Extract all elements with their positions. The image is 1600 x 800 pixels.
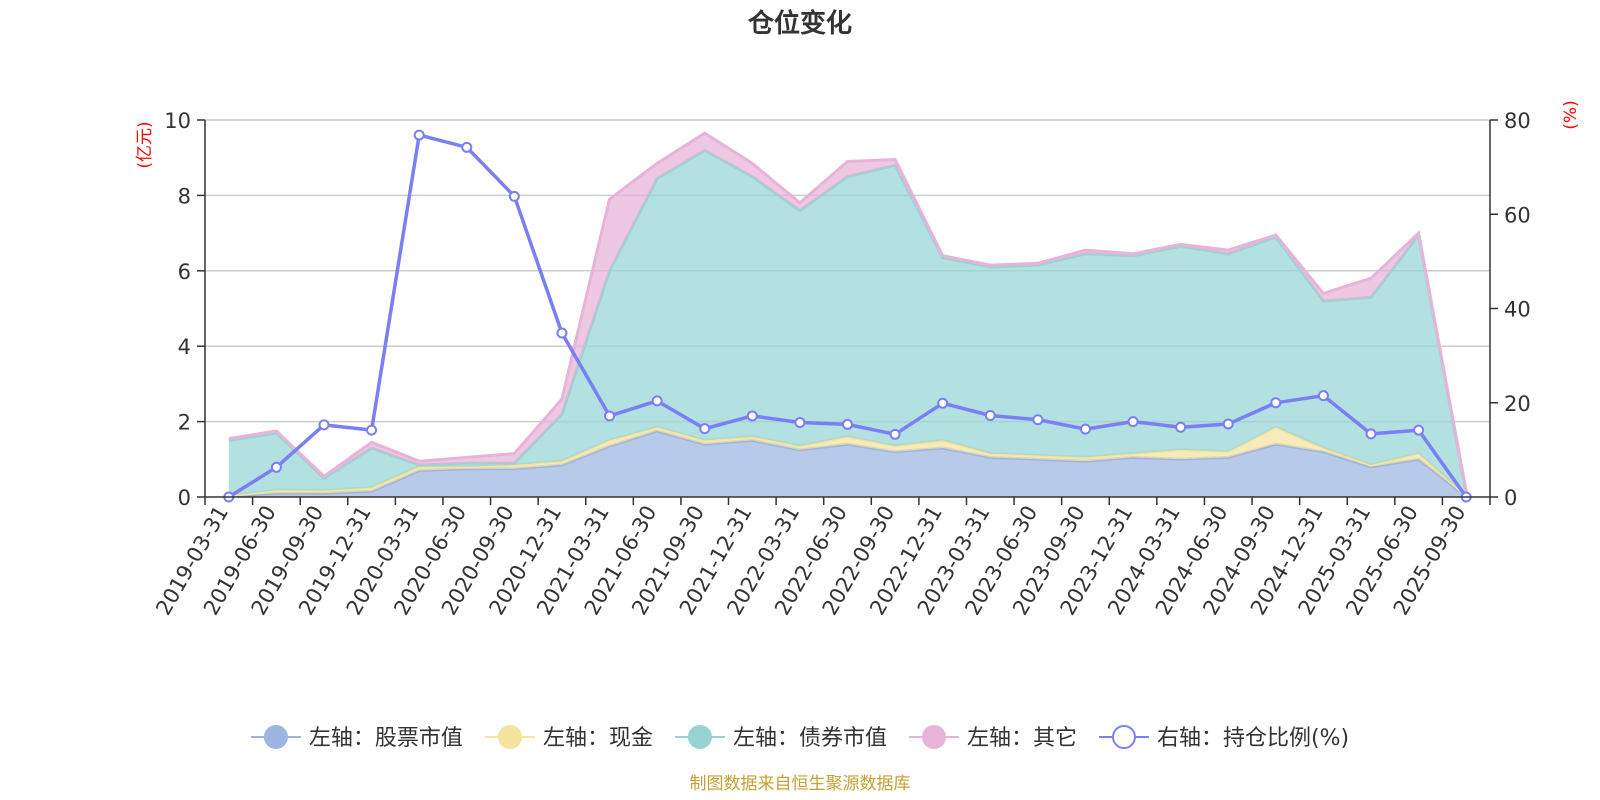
- legend-label: 左轴：现金: [543, 726, 653, 751]
- legend-label: 右轴：持仓比例(%): [1157, 726, 1349, 751]
- area-左轴：股票市值: [228, 431, 1467, 497]
- left-axis-tick-label: 8: [178, 184, 191, 208]
- legend-item: 左轴：股票市值: [250, 725, 463, 751]
- legend-marker: [1111, 725, 1136, 749]
- ratio-point: [1032, 414, 1044, 426]
- area-edge-左轴：其它: [228, 131, 1468, 492]
- legend-item: 左轴：债券市值: [674, 725, 887, 751]
- stacked-areas: [228, 131, 1468, 498]
- ratio-point: [746, 410, 758, 422]
- legend-item: 左轴：其它: [908, 725, 1077, 751]
- ratio-point: [413, 129, 425, 141]
- legend: 左轴：股票市值 左轴：现金 左轴：债券市值 左轴：其它 右轴：持仓比例(%): [250, 725, 1349, 751]
- ratio-point: [270, 461, 282, 473]
- right-axis-tick-label: 60: [1504, 203, 1531, 227]
- ratio-point: [461, 141, 473, 153]
- ratio-point: [794, 417, 806, 429]
- ratio-point: [318, 419, 330, 431]
- legend-item: 右轴：持仓比例(%): [1098, 725, 1349, 751]
- legend-marker: [497, 725, 522, 749]
- ratio-point: [1079, 423, 1091, 435]
- ratio-point: [889, 428, 901, 440]
- ratio-point: [508, 190, 520, 202]
- ratio-point: [1175, 421, 1187, 433]
- ratio-point: [366, 424, 378, 436]
- left-axis-tick-label: 4: [178, 335, 191, 359]
- right-axis-tick-label: 80: [1504, 109, 1531, 133]
- ratio-line: [223, 129, 1472, 503]
- left-axis-unit: (亿元): [135, 121, 155, 168]
- data-source-note: 制图数据来自恒生聚源数据库: [690, 774, 911, 794]
- legend-item: 左轴：现金: [484, 725, 653, 751]
- right-axis-tick-label: 20: [1504, 392, 1531, 416]
- ratio-point: [604, 410, 616, 422]
- legend-label: 左轴：股票市值: [309, 726, 463, 751]
- right-axis-tick-label: 40: [1504, 298, 1531, 322]
- legend-marker: [687, 725, 712, 749]
- legend-label: 左轴：其它: [967, 726, 1077, 751]
- legend-marker: [263, 725, 288, 749]
- chart-title: 仓位变化: [747, 8, 852, 39]
- ratio-point: [556, 327, 568, 339]
- ratio-point: [699, 423, 711, 435]
- left-axis-tick-label: 6: [178, 260, 191, 284]
- ratio-point: [1317, 390, 1329, 402]
- ratio-point: [1222, 418, 1234, 430]
- ratio-point: [984, 409, 996, 421]
- right-axis-tick-label: 0: [1504, 486, 1517, 510]
- ratio-point: [651, 395, 663, 407]
- ratio-point: [1365, 428, 1377, 440]
- area-左轴：债券市值: [228, 150, 1467, 496]
- ratio-point: [937, 397, 949, 409]
- ratio-point: [1127, 416, 1139, 428]
- left-axis-tick-label: 10: [164, 109, 191, 133]
- right-axis-unit: (%): [1561, 100, 1581, 129]
- left-axis-tick-label: 0: [178, 486, 191, 510]
- ratio-point: [842, 418, 853, 430]
- legend-marker: [921, 725, 946, 749]
- ratio-point: [1270, 397, 1282, 409]
- left-axis-tick-label: 2: [178, 411, 191, 435]
- ratio-point: [1413, 424, 1425, 436]
- legend-label: 左轴：债券市值: [733, 726, 887, 751]
